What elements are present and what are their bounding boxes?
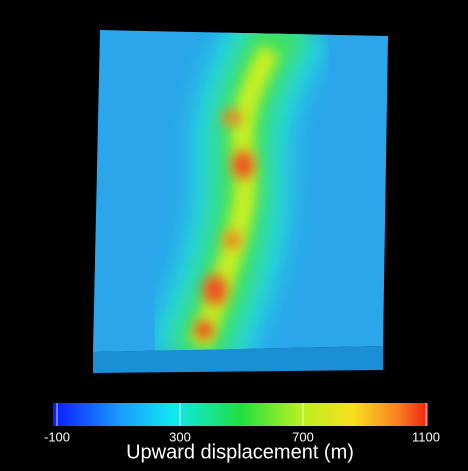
colorbar-label: Upward displacement (m): [126, 441, 354, 463]
colorbar-tick-label: 700: [292, 429, 314, 444]
model-block: [93, 20, 388, 373]
colorbar: [53, 403, 428, 426]
colorbar-tick-label: 1100: [412, 429, 440, 444]
visualization: Upward displacement (m) -100 300 700 1100: [0, 0, 468, 471]
colorbar-tick-label: -100: [44, 429, 70, 444]
page: Upward displacement (m) -1003007001100 (…: [0, 0, 468, 471]
colorbar-tick-label: 300: [169, 429, 191, 444]
